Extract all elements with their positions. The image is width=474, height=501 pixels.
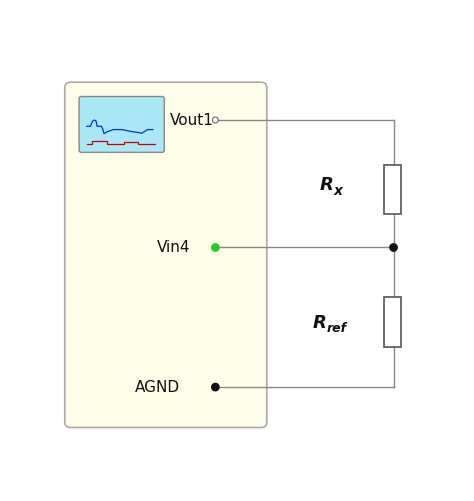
- Text: R: R: [320, 176, 334, 194]
- Text: ref: ref: [327, 322, 347, 335]
- FancyBboxPatch shape: [65, 82, 267, 427]
- Circle shape: [212, 244, 219, 251]
- Bar: [384, 297, 401, 347]
- FancyBboxPatch shape: [79, 97, 164, 152]
- Text: R: R: [313, 314, 327, 332]
- Text: Vout1: Vout1: [169, 113, 213, 128]
- Text: x: x: [334, 183, 343, 197]
- Circle shape: [212, 383, 219, 391]
- Text: Vin4: Vin4: [156, 240, 190, 255]
- Bar: [384, 165, 401, 214]
- Circle shape: [212, 117, 219, 123]
- Text: AGND: AGND: [135, 380, 180, 395]
- Circle shape: [390, 244, 397, 251]
